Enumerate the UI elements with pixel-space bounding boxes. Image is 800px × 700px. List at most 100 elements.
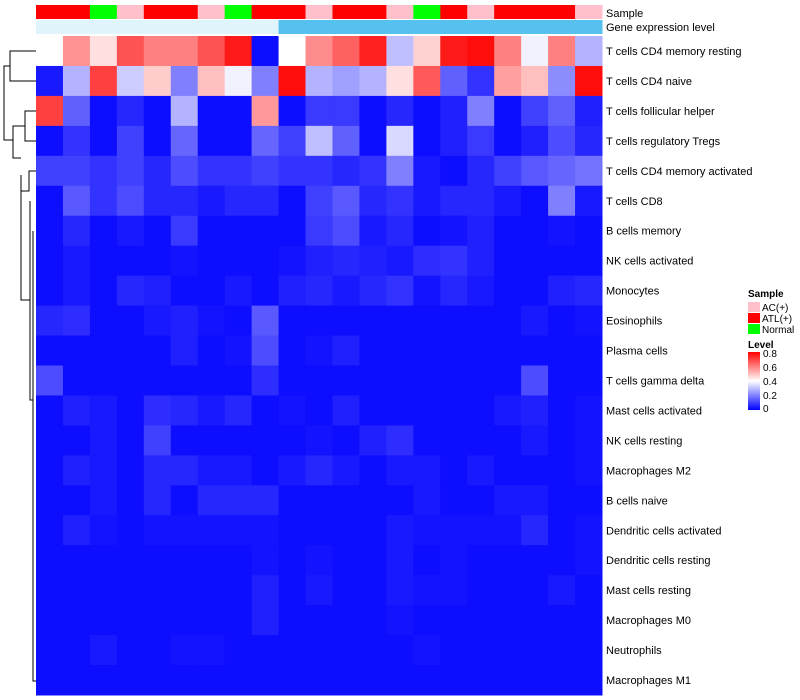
heatmap-cell	[197, 65, 226, 97]
heatmap-cell	[89, 125, 118, 157]
heatmap-cell	[332, 215, 360, 247]
heatmap-cell	[440, 185, 468, 217]
heatmap-cell	[467, 36, 495, 67]
heatmap-cell	[89, 365, 118, 396]
heatmap-cell	[440, 425, 468, 456]
expression-annotation-cell	[143, 20, 172, 34]
heatmap-cell	[305, 365, 333, 396]
heatmap-cell	[521, 245, 549, 277]
heatmap-cell	[251, 365, 280, 396]
heatmap-cell	[440, 605, 468, 636]
heatmap-cell	[575, 665, 603, 696]
expression-annotation-label: Gene expression level	[606, 22, 715, 34]
heatmap-cell	[116, 665, 145, 696]
heatmap-cell	[467, 515, 495, 546]
expression-annotation-cell	[332, 20, 360, 34]
heatmap-cell	[467, 305, 495, 337]
heatmap-cell	[278, 215, 307, 247]
expression-annotation-cell	[224, 20, 253, 34]
heatmap-cell	[440, 335, 468, 366]
heatmap-cell	[36, 65, 64, 97]
heatmap-cell	[575, 365, 603, 396]
heatmap-cell	[89, 95, 118, 127]
heatmap-cell	[494, 605, 522, 636]
heatmap-cell	[197, 335, 226, 366]
heatmap-cell	[575, 95, 603, 127]
heatmap-cell	[89, 515, 118, 546]
heatmap-cell	[224, 485, 253, 516]
heatmap-cell	[467, 545, 495, 576]
heatmap-cell	[359, 65, 387, 97]
heatmap-cell	[305, 335, 333, 366]
heatmap-cell	[467, 215, 495, 247]
heatmap-cell	[116, 425, 145, 456]
heatmap-cell	[251, 125, 280, 157]
heatmap-cell	[197, 605, 226, 636]
expression-annotation-cell	[89, 20, 118, 34]
expression-annotation-cell	[197, 20, 226, 34]
heatmap-cell	[305, 455, 333, 486]
heatmap-cell	[467, 455, 495, 486]
heatmap-cell	[170, 185, 199, 217]
heatmap-cell	[278, 665, 307, 696]
heatmap-cell	[332, 275, 360, 307]
row-label: T cells CD4 memory activated	[606, 166, 753, 178]
heatmap-cell	[494, 185, 522, 217]
heatmap-cell	[305, 36, 333, 67]
heatmap-cell	[36, 365, 64, 396]
heatmap-cell	[36, 215, 64, 247]
heatmap-cell	[413, 245, 441, 277]
sample-annotation-cell	[62, 5, 91, 19]
legend-swatch-ac	[748, 302, 760, 312]
legend-level-title: Level	[748, 340, 774, 351]
heatmap-cell	[224, 635, 253, 666]
heatmap-cell	[359, 665, 387, 696]
heatmap-cell	[116, 485, 145, 516]
heatmap-cell	[197, 125, 226, 157]
heatmap-cell	[170, 65, 199, 97]
sample-annotation-cell	[116, 5, 145, 19]
heatmap-cell	[116, 335, 145, 366]
sample-annotation-cell	[143, 5, 172, 19]
heatmap-cell	[467, 395, 495, 426]
heatmap-cell	[305, 275, 333, 307]
heatmap-cell	[89, 575, 118, 606]
heatmap-cell	[521, 155, 549, 187]
heatmap-cell	[143, 575, 172, 606]
heatmap-cell	[494, 455, 522, 486]
dendrogram-branch	[9, 50, 36, 82]
expression-annotation-cell	[36, 20, 64, 34]
heatmap-cell	[197, 485, 226, 516]
heatmap-cell	[575, 485, 603, 516]
heatmap-cell	[494, 365, 522, 396]
heatmap-cell	[386, 635, 414, 666]
heatmap-cell	[224, 155, 253, 187]
heatmap-cell	[548, 335, 576, 366]
heatmap-cell	[494, 395, 522, 426]
heatmap-cell	[62, 335, 91, 366]
heatmap-cell	[575, 155, 603, 187]
heatmap-cell	[278, 455, 307, 486]
heatmap-cell	[251, 605, 280, 636]
heatmap-cell	[359, 335, 387, 366]
heatmap-cell	[143, 605, 172, 636]
legend-label-atl: ATL(+)	[762, 314, 792, 325]
heatmap-cell	[224, 185, 253, 217]
heatmap-cell	[62, 635, 91, 666]
row-label: T cells CD8	[606, 196, 663, 208]
heatmap-cell	[548, 365, 576, 396]
heatmap-cell	[62, 545, 91, 576]
heatmap-cell	[359, 365, 387, 396]
heatmap-cell	[440, 545, 468, 576]
heatmap-cell	[413, 36, 441, 67]
heatmap-cell	[278, 425, 307, 456]
heatmap-cell	[467, 65, 495, 97]
sample-annotation-cell	[278, 5, 307, 19]
heatmap-cell	[386, 485, 414, 516]
heatmap-cell	[197, 185, 226, 217]
heatmap-cell	[467, 425, 495, 456]
heatmap-cell	[224, 425, 253, 456]
heatmap-cell	[197, 245, 226, 277]
heatmap-cell	[197, 575, 226, 606]
expression-annotation-cell	[278, 20, 307, 34]
